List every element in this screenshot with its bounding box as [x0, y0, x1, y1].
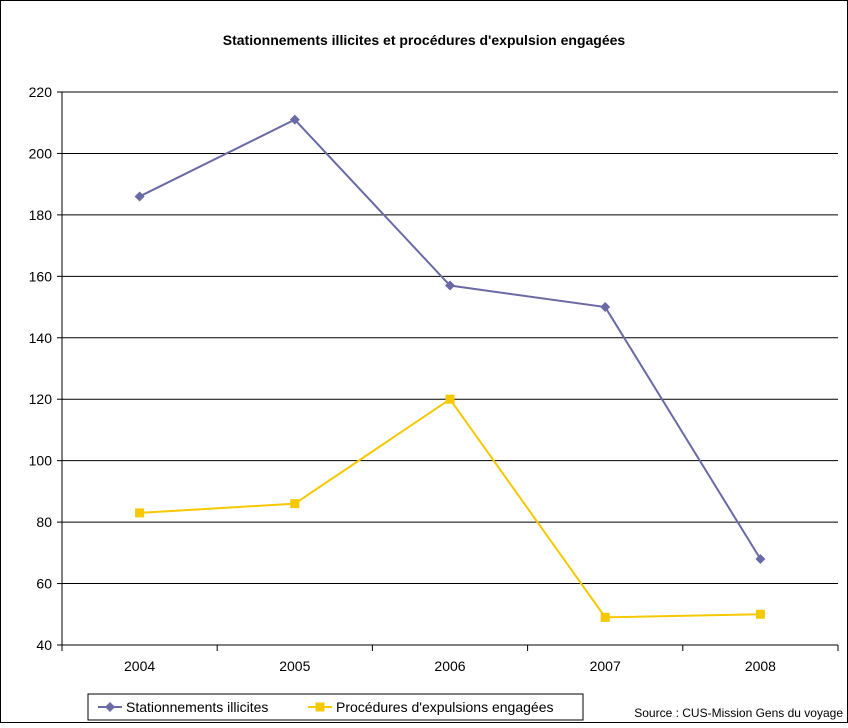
- y-tick-label: 120: [29, 391, 53, 407]
- source-note: Source : CUS-Mission Gens du voyage: [634, 706, 843, 720]
- axes: [57, 91, 839, 651]
- y-tick-label: 80: [36, 514, 52, 530]
- y-tick-label: 60: [36, 576, 52, 592]
- y-tick-label: 160: [29, 268, 53, 284]
- x-tick-label: 2008: [745, 658, 776, 674]
- y-tick-label: 40: [36, 637, 52, 653]
- data-point: [600, 612, 610, 622]
- y-tick-label: 140: [29, 330, 53, 346]
- y-tick-label: 180: [29, 207, 53, 223]
- data-point: [755, 609, 765, 619]
- data-point: [290, 499, 300, 509]
- legend-marker-square: [315, 702, 325, 712]
- legend-label-procedures: Procédures d'expulsions engagées: [336, 699, 554, 715]
- legend: Stationnements illicites Procédures d'ex…: [87, 693, 584, 721]
- data-point: [289, 114, 300, 125]
- legend-marker-diamond: [105, 702, 115, 712]
- x-tick-label: 2004: [124, 658, 155, 674]
- chart-title: Stationnements illicites et procédures d…: [223, 32, 626, 48]
- data-point: [445, 394, 455, 404]
- data-point: [135, 508, 145, 518]
- y-tick-label: 220: [29, 84, 53, 100]
- x-tick-label: 2006: [434, 658, 465, 674]
- x-tick-labels: 2004 2005 2006 2007 2008: [124, 658, 776, 674]
- data-point: [600, 302, 611, 313]
- y-tick-label: 100: [29, 453, 53, 469]
- data-point: [134, 191, 145, 202]
- x-tick-label: 2007: [590, 658, 621, 674]
- data-point: [755, 553, 766, 564]
- series-group: [134, 114, 766, 622]
- data-point: [445, 280, 455, 291]
- y-tick-label: 200: [29, 145, 53, 161]
- legend-label-stationnements: Stationnements illicites: [126, 699, 268, 715]
- legend-box: [87, 693, 584, 721]
- y-tick-labels: 40 60 80 100 120 140 160 180 200 220: [29, 84, 53, 653]
- x-tick-label: 2005: [279, 658, 310, 674]
